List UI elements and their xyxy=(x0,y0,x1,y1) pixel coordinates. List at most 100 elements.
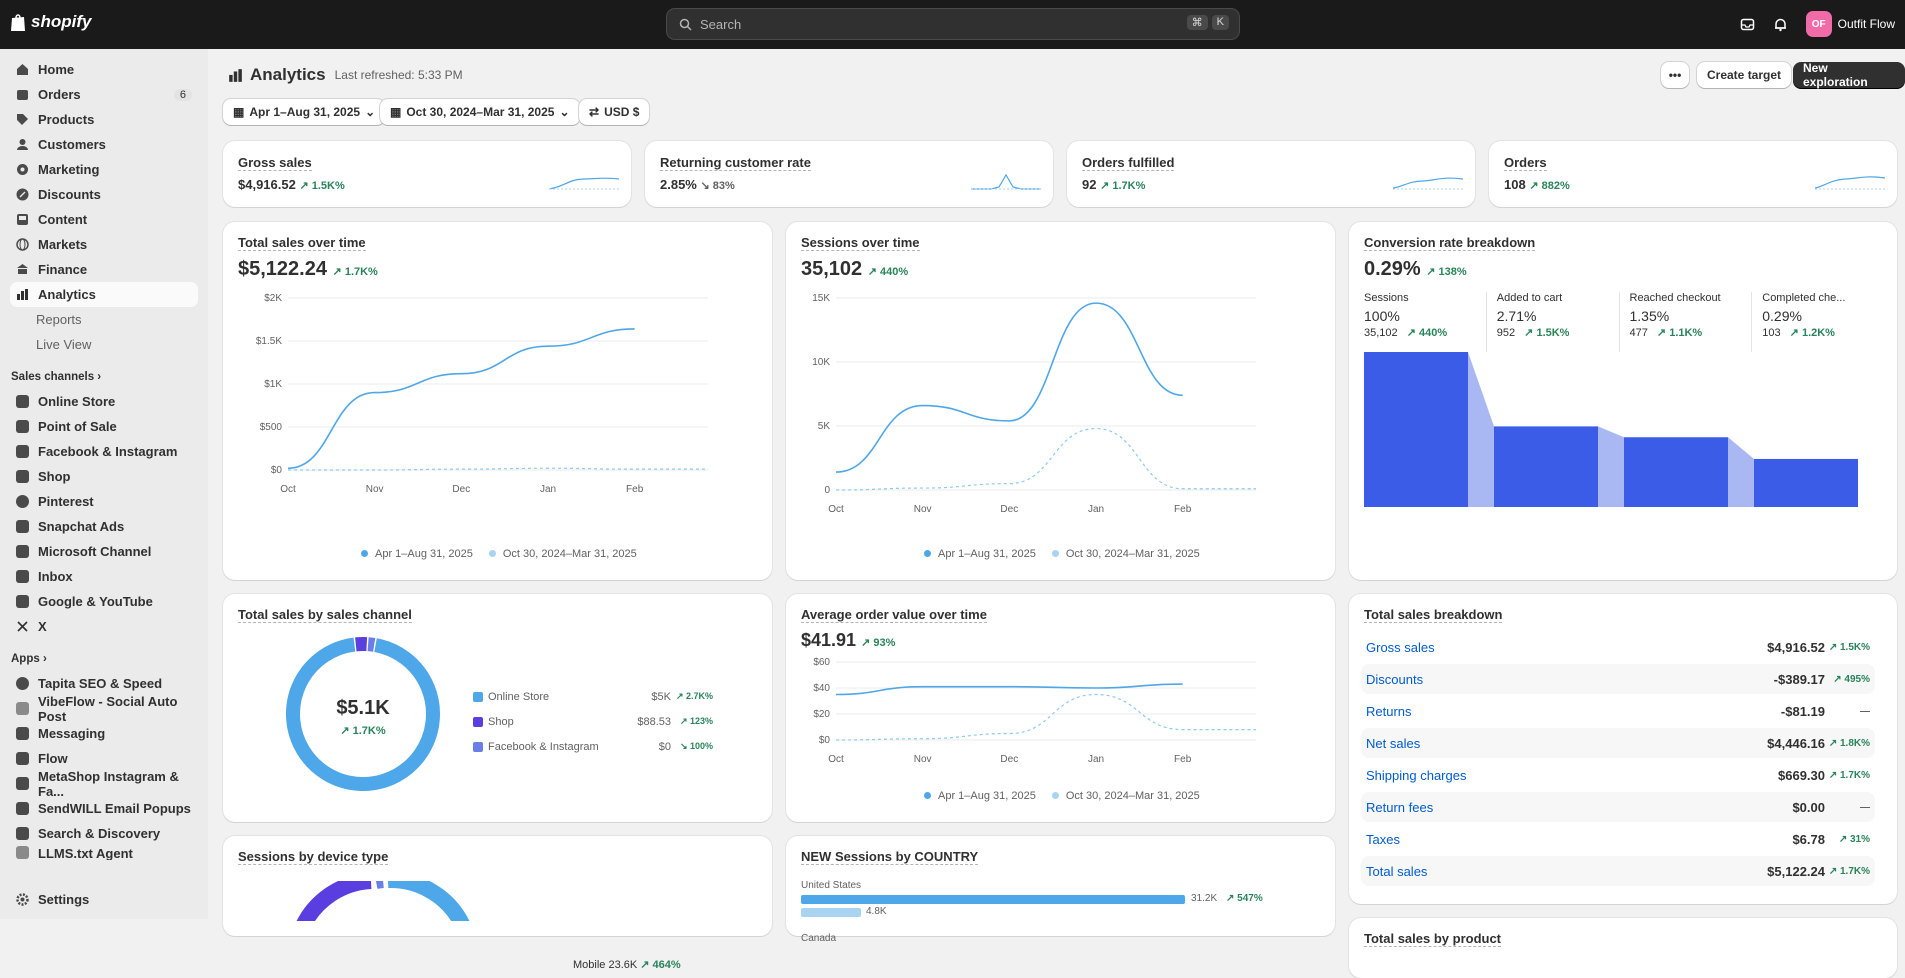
nav-label: Reports xyxy=(36,312,82,327)
more-actions-button[interactable]: ••• xyxy=(1661,62,1689,88)
store-name[interactable]: Outfit Flow xyxy=(1838,17,1895,31)
channel-google-youtube[interactable]: Google & YouTube xyxy=(10,589,198,614)
x-tick-label: Nov xyxy=(914,754,932,765)
country-card[interactable]: NEW Sessions by COUNTRY United States 31… xyxy=(786,836,1335,936)
nav-label: Facebook & Instagram xyxy=(38,444,177,459)
app-search-discovery[interactable]: Search & Discovery xyxy=(10,821,198,846)
nav-reports[interactable]: Reports xyxy=(10,307,198,332)
metric-card-orders-fulfilled[interactable]: Orders fulfilled 92 ↗ 1.7K% xyxy=(1067,141,1475,207)
sales-breakdown-card[interactable]: Total sales breakdown Gross sales$4,916.… xyxy=(1349,594,1897,904)
breakdown-row[interactable]: Net sales$4,446.16↗ 1.8K% xyxy=(1361,728,1875,758)
apps-heading[interactable]: Apps › xyxy=(10,646,198,671)
channel-snapchat[interactable]: Snapchat Ads xyxy=(10,514,198,539)
channel-delta: ↗ 2.7K% xyxy=(671,691,713,702)
new-exploration-button[interactable]: New exploration xyxy=(1793,62,1905,88)
channel-delta: ↘ 100% xyxy=(671,741,713,752)
channel-point-of-sale[interactable]: Point of Sale xyxy=(10,414,198,439)
nav-label: Pinterest xyxy=(38,494,94,509)
breakdown-label[interactable]: Taxes xyxy=(1366,832,1400,847)
breakdown-row[interactable]: Total sales$5,122.24↗ 1.7K% xyxy=(1361,856,1875,886)
app-messaging[interactable]: Messaging xyxy=(10,721,198,746)
bank-icon xyxy=(16,263,29,276)
breakdown-label[interactable]: Discounts xyxy=(1366,672,1423,687)
messaging-icon xyxy=(16,727,29,740)
nav-label: Google & YouTube xyxy=(38,594,153,609)
breakdown-row[interactable]: Return fees$0.00— xyxy=(1361,792,1875,822)
app-tapita[interactable]: Tapita SEO & Speed xyxy=(10,671,198,696)
metric-card-returning-rate[interactable]: Returning customer rate 2.85% ↘ 83% xyxy=(645,141,1053,207)
breakdown-label[interactable]: Return fees xyxy=(1366,800,1433,815)
metric-card-gross-sales[interactable]: Gross sales $4,916.52 ↗ 1.5K% xyxy=(223,141,631,207)
breakdown-label[interactable]: Gross sales xyxy=(1366,640,1435,655)
y-tick-label: 15K xyxy=(812,293,830,304)
breakdown-row[interactable]: Discounts-$389.17↗ 495% xyxy=(1361,664,1875,694)
legend-current: Apr 1–Aug 31, 2025 xyxy=(924,548,1036,560)
main-content: Analytics Last refreshed: 5:33 PM ••• Cr… xyxy=(208,49,1905,919)
nav-home[interactable]: Home xyxy=(10,57,198,82)
bell-icon[interactable] xyxy=(1773,17,1788,32)
app-sendwill[interactable]: SendWILL Email Popups xyxy=(10,796,198,821)
series-previous-line xyxy=(836,695,1256,741)
y-tick-label: 0 xyxy=(824,485,830,496)
breakdown-label[interactable]: Shipping charges xyxy=(1366,768,1466,783)
metric-card-orders[interactable]: Orders 108 ↗ 882% xyxy=(1489,141,1897,207)
date-range-picker[interactable]: ▦Apr 1–Aug 31, 2025⌄ xyxy=(223,99,385,125)
nav-marketing[interactable]: Marketing xyxy=(10,157,198,182)
inbox-channel-icon xyxy=(16,570,29,583)
channel-facebook-instagram[interactable]: Facebook & Instagram xyxy=(10,439,198,464)
channel-shop[interactable]: Shop xyxy=(10,464,198,489)
conversion-card[interactable]: Conversion rate breakdown 0.29% ↗ 138% S… xyxy=(1349,222,1897,580)
nav-products[interactable]: Products xyxy=(10,107,198,132)
app-llms[interactable]: LLMS.txt Agent xyxy=(10,846,198,860)
product-card[interactable]: Total sales by product xyxy=(1349,918,1897,978)
breakdown-label[interactable]: Total sales xyxy=(1366,864,1427,879)
channel-microsoft[interactable]: Microsoft Channel xyxy=(10,539,198,564)
nav-discounts[interactable]: Discounts xyxy=(10,182,198,207)
breakdown-label[interactable]: Returns xyxy=(1366,704,1412,719)
store-avatar[interactable]: OF xyxy=(1806,11,1832,37)
aov-card[interactable]: Average order value over time $41.91 ↗ 9… xyxy=(786,594,1335,822)
app-vibeflow[interactable]: VibeFlow - Social Auto Post xyxy=(10,696,198,721)
inbox-icon[interactable] xyxy=(1740,17,1755,32)
globe-icon xyxy=(16,238,29,251)
device-legend: Mobile 23.6K ↗ 464% xyxy=(573,958,681,971)
nav-analytics[interactable]: Analytics xyxy=(10,282,198,307)
nav-label: SendWILL Email Popups xyxy=(38,801,191,816)
shopify-logo[interactable]: shopify xyxy=(10,12,91,32)
breakdown-label[interactable]: Net sales xyxy=(1366,736,1420,751)
currency-selector[interactable]: ⇄USD $ xyxy=(579,99,649,125)
sales-channel-card[interactable]: Total sales by sales channel $5.1K ↗ 1.7… xyxy=(223,594,772,822)
nav-live-view[interactable]: Live View xyxy=(10,332,198,357)
total-sales-card[interactable]: Total sales over time $5,122.24 ↗ 1.7K% … xyxy=(223,222,772,580)
x-tick-label: Jan xyxy=(1088,504,1104,515)
nav-markets[interactable]: Markets xyxy=(10,232,198,257)
breakdown-row[interactable]: Taxes$6.78↗ 31% xyxy=(1361,824,1875,854)
nav-settings[interactable]: Settings xyxy=(10,887,95,912)
app-metashop[interactable]: MetaShop Instagram & Fa... xyxy=(10,771,198,796)
funnel-step-label: Completed che... xyxy=(1762,292,1884,304)
channel-inbox[interactable]: Inbox xyxy=(10,564,198,589)
shortcut-key-cmd: ⌘ xyxy=(1187,15,1208,30)
search-bar[interactable]: Search ⌘K xyxy=(666,8,1240,40)
channel-x[interactable]: X xyxy=(10,614,198,639)
breakdown-row[interactable]: Gross sales$4,916.52↗ 1.5K% xyxy=(1361,632,1875,662)
app-flow[interactable]: Flow xyxy=(10,746,198,771)
create-target-button[interactable]: Create target xyxy=(1697,62,1791,88)
nav-finance[interactable]: Finance xyxy=(10,257,198,282)
channel-pinterest[interactable]: Pinterest xyxy=(10,489,198,514)
nav-content[interactable]: Content xyxy=(10,207,198,232)
device-card[interactable]: Sessions by device type Mobile 23.6K ↗ 4… xyxy=(223,836,772,936)
channel-online-store[interactable]: Online Store xyxy=(10,389,198,414)
comparison-label: Oct 30, 2024–Mar 31, 2025 xyxy=(406,105,554,119)
breakdown-row[interactable]: Shipping charges$669.30↗ 1.7K% xyxy=(1361,760,1875,790)
legend-previous: Oct 30, 2024–Mar 31, 2025 xyxy=(489,548,637,560)
nav-customers[interactable]: Customers xyxy=(10,132,198,157)
comparison-date-picker[interactable]: ▦Oct 30, 2024–Mar 31, 2025⌄ xyxy=(380,99,580,125)
card-value: $41.91 xyxy=(801,630,856,650)
sparkline xyxy=(549,169,619,191)
sales-channels-heading[interactable]: Sales channels › xyxy=(10,364,198,389)
breakdown-row[interactable]: Returns-$81.19— xyxy=(1361,696,1875,726)
